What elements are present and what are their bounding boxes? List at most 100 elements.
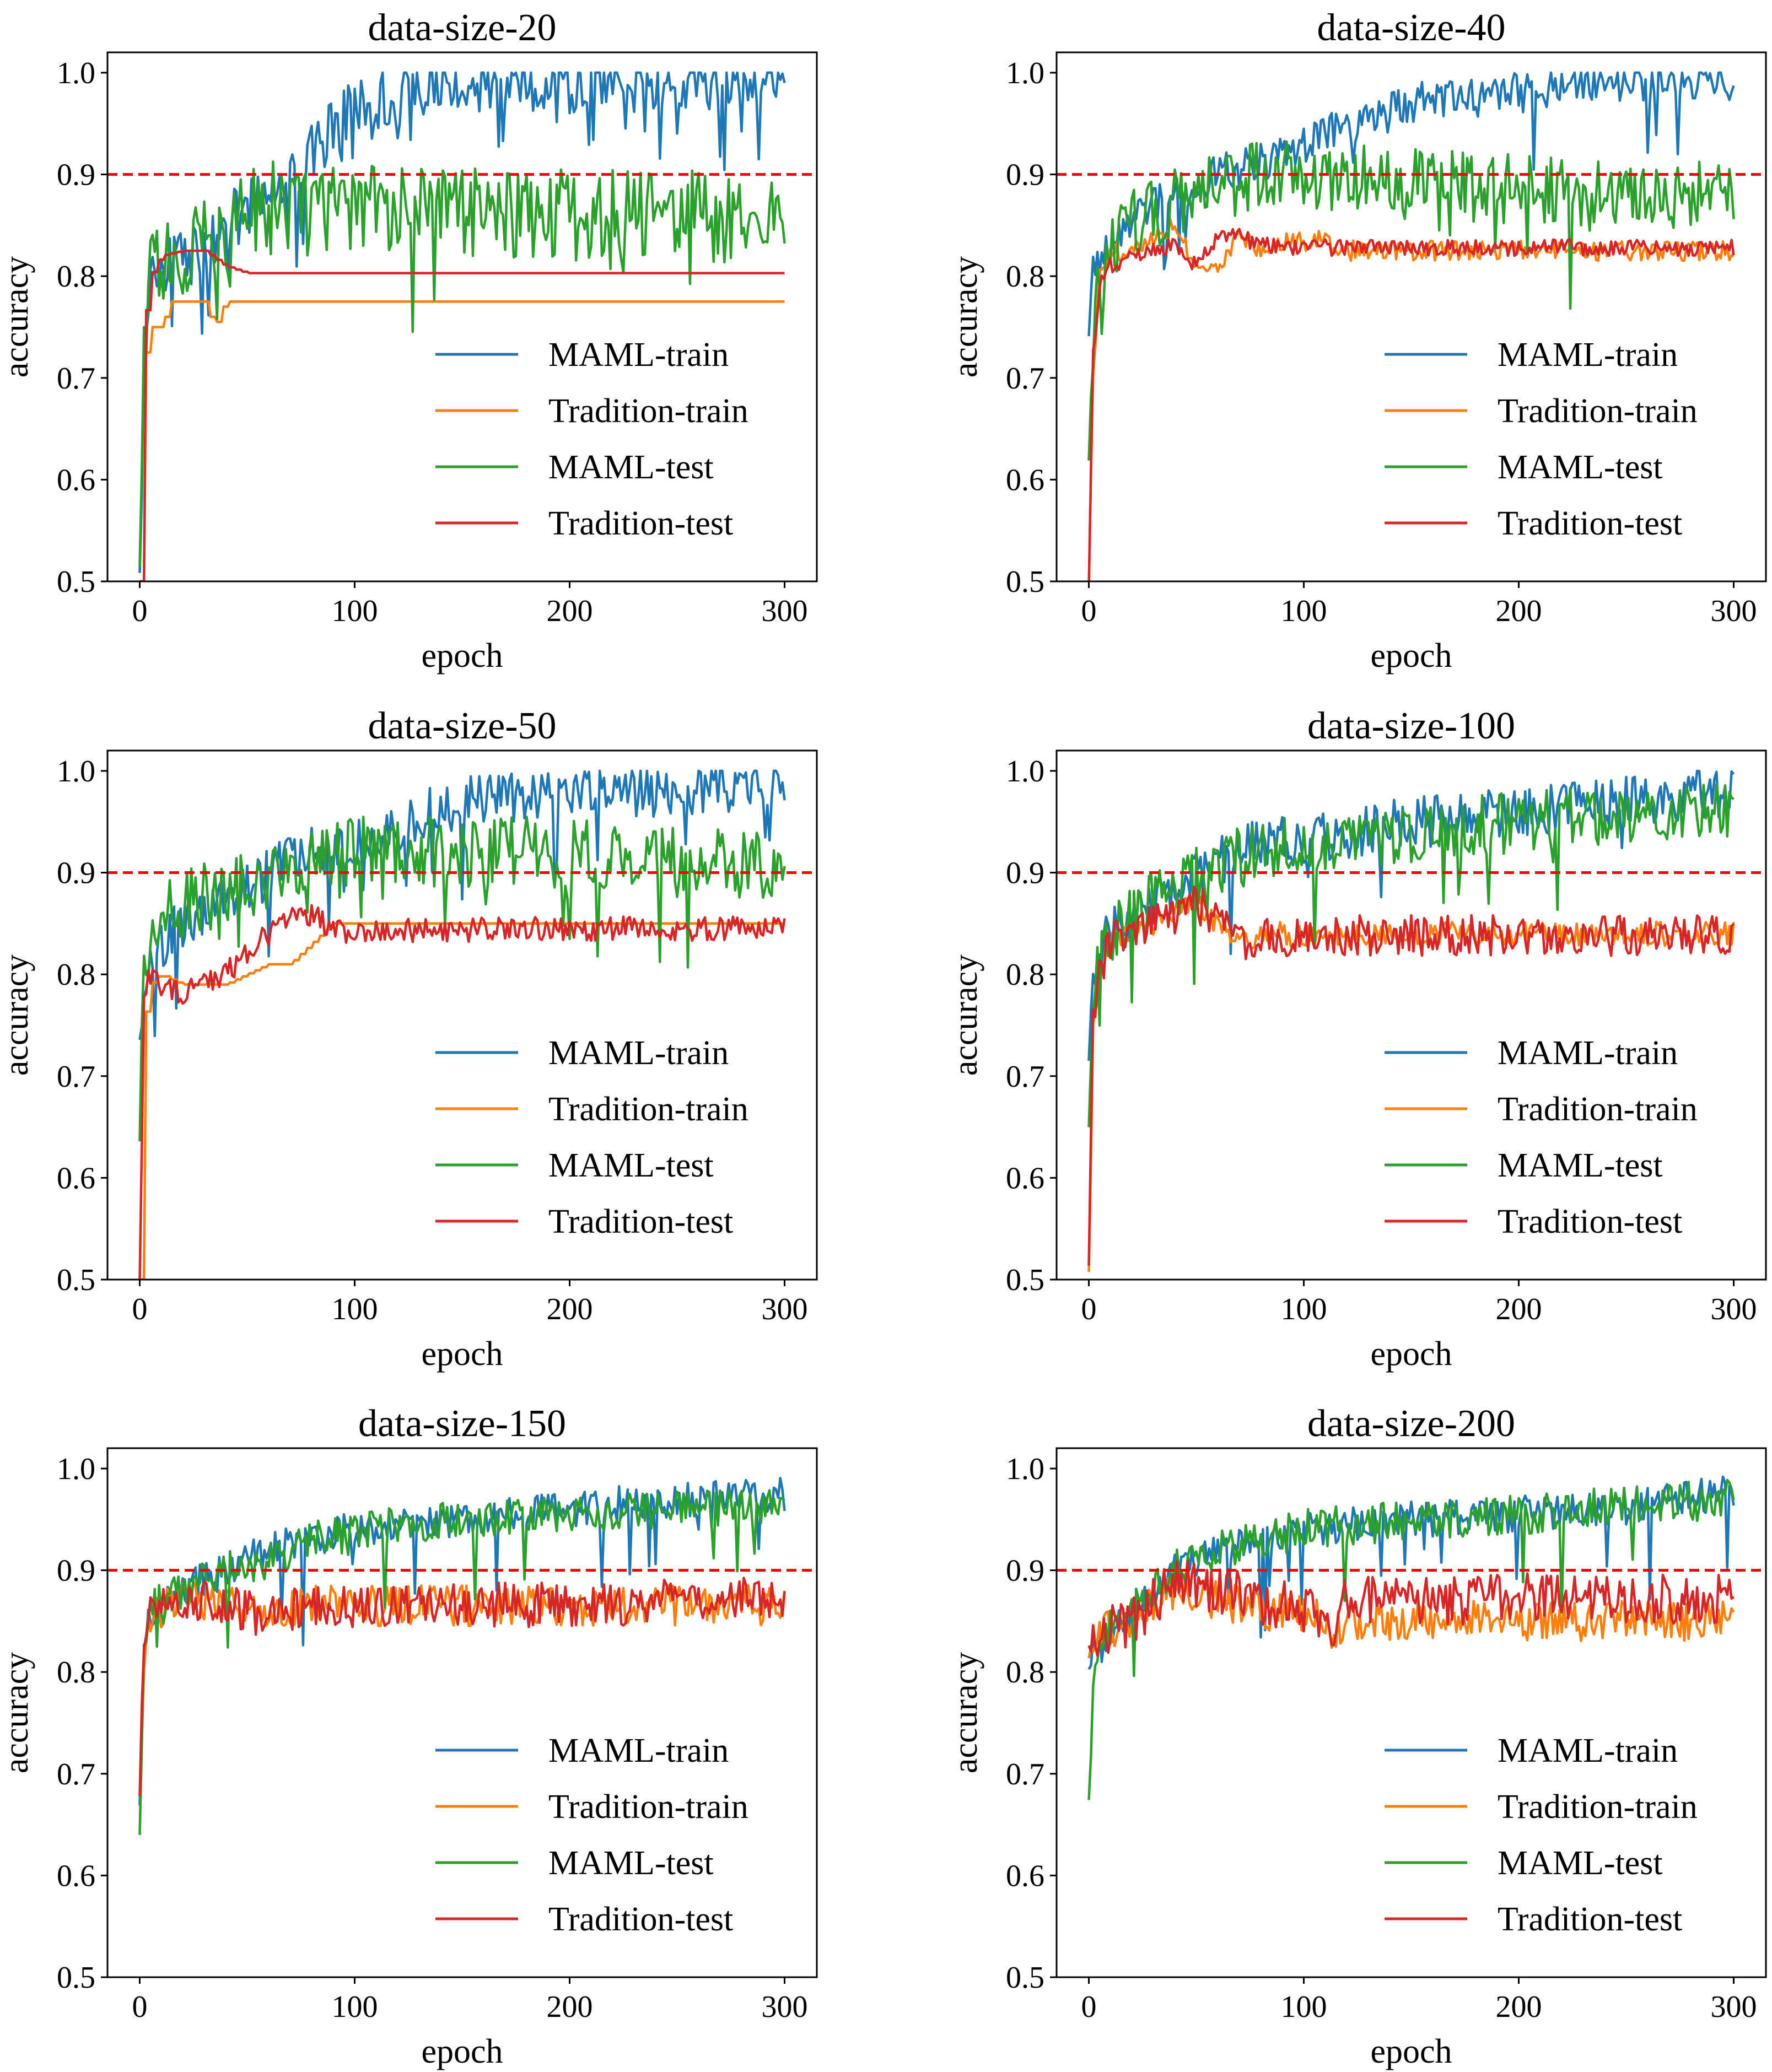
- legend-label: MAML-train: [1498, 336, 1678, 374]
- series-line-tradition-train: [139, 300, 785, 581]
- y-axis-label: accuracy: [0, 1652, 35, 1773]
- y-tick-label: 0.8: [57, 1655, 95, 1690]
- y-axis-label: accuracy: [947, 954, 984, 1076]
- y-tick-label: 0.5: [57, 1961, 95, 1995]
- series-line-maml-test: [1087, 1479, 1735, 1800]
- y-tick-label: 1.0: [57, 56, 95, 90]
- series-line-tradition-test: [138, 1577, 786, 1796]
- series-group: [1087, 1475, 1735, 1800]
- series-line-maml-test: [138, 816, 786, 1142]
- axes-frame: [1055, 749, 1767, 1281]
- y-tick-label: 0.5: [57, 565, 95, 599]
- y-tick-label: 0.6: [57, 1161, 95, 1195]
- y-tick-label: 0.8: [1006, 1655, 1044, 1690]
- x-tick-label: 0: [1081, 1990, 1097, 2024]
- series-line-maml-test: [138, 1489, 785, 1835]
- legend-label: Tradition-train: [548, 392, 748, 430]
- y-axis-label: accuracy: [0, 954, 35, 1076]
- chart-title: data-size-150: [358, 1402, 566, 1445]
- legend-label: Tradition-test: [1498, 1203, 1682, 1240]
- y-tick-label: 0.6: [57, 463, 95, 497]
- legend-label: Tradition-test: [548, 1901, 733, 1938]
- x-tick-label: 0: [132, 1990, 148, 2024]
- legend-label: MAML-train: [1498, 1034, 1678, 1072]
- chart-title: data-size-50: [368, 705, 556, 747]
- y-tick-label: 0.5: [1006, 1961, 1044, 1995]
- y-axis-label: accuracy: [947, 256, 984, 377]
- legend-label: Tradition-test: [548, 1203, 733, 1240]
- x-axis-label: epoch: [1370, 2033, 1452, 2070]
- axes-frame: [1055, 51, 1767, 582]
- legend-label: MAML-test: [1498, 449, 1663, 486]
- series-line-maml-test: [138, 160, 786, 566]
- y-tick-label: 0.9: [1006, 158, 1044, 192]
- series-line-maml-train: [138, 1477, 786, 1806]
- series-group: [138, 1477, 786, 1835]
- axes-frame: [106, 51, 818, 582]
- y-tick-label: 1.0: [57, 1452, 95, 1486]
- x-tick-label: 100: [332, 1292, 378, 1326]
- y-tick-label: 1.0: [1006, 56, 1044, 90]
- legend-label: Tradition-train: [1498, 392, 1698, 430]
- series-line-tradition-test: [1087, 1560, 1735, 1657]
- x-tick-label: 200: [547, 594, 593, 628]
- series-line-maml-train: [138, 769, 786, 1040]
- subplot-1: data-size-20 0 100 200 300 0.5 0.6 0.7 0.8 0.9 1.0…: [0, 7, 818, 675]
- axes-frame: [106, 1447, 818, 1978]
- y-tick-label: 1.0: [1006, 754, 1044, 789]
- x-axis-label: epoch: [421, 2033, 503, 2070]
- y-tick-label: 0.6: [1006, 1859, 1044, 1893]
- y-tick-label: 0.6: [1006, 1161, 1044, 1195]
- y-tick-label: 0.6: [57, 1859, 95, 1893]
- x-tick-label: 200: [547, 1292, 593, 1326]
- legend-label: MAML-test: [1498, 1147, 1663, 1184]
- legend-label: MAML-test: [548, 449, 714, 486]
- y-tick-label: 0.9: [57, 158, 95, 192]
- subplot-6: data-size-200 0 100 200 300 0.5 0.6 0.7 0.8 0.9 1.…: [947, 1402, 1767, 2070]
- x-tick-label: 100: [1281, 1990, 1327, 2024]
- y-tick-label: 0.8: [57, 260, 95, 294]
- x-tick-label: 100: [1281, 594, 1327, 628]
- y-tick-label: 0.9: [1006, 856, 1044, 891]
- series-line-maml-test: [1087, 783, 1735, 1127]
- x-axis-label: epoch: [1370, 1335, 1452, 1373]
- x-tick-label: 300: [1711, 1292, 1757, 1326]
- chart-title: data-size-40: [1317, 7, 1505, 49]
- chart-title: data-size-20: [368, 7, 556, 49]
- series-line-maml-test: [1087, 140, 1735, 461]
- y-tick-label: 0.5: [1006, 565, 1044, 599]
- series-line-tradition-test: [1087, 228, 1735, 581]
- y-tick-label: 0.5: [1006, 1263, 1044, 1297]
- axes-frame: [106, 749, 818, 1281]
- y-tick-label: 0.7: [57, 1757, 95, 1792]
- y-tick-label: 0.5: [57, 1263, 95, 1297]
- series-line-tradition-test: [1087, 886, 1735, 1266]
- x-tick-label: 300: [1711, 594, 1757, 628]
- series-line-maml-train: [138, 71, 786, 573]
- x-tick-label: 0: [1081, 594, 1097, 628]
- legend-label: MAML-test: [548, 1844, 714, 1882]
- series-line-tradition-test: [139, 249, 785, 581]
- series-group: [138, 71, 786, 581]
- x-tick-label: 300: [762, 1990, 808, 2024]
- y-tick-label: 0.7: [1006, 361, 1044, 396]
- x-tick-label: 200: [1496, 594, 1542, 628]
- x-axis-label: epoch: [421, 637, 503, 675]
- x-tick-label: 300: [762, 1292, 808, 1326]
- y-tick-label: 0.9: [1006, 1554, 1044, 1588]
- y-tick-label: 0.8: [57, 958, 95, 992]
- y-tick-label: 1.0: [57, 754, 95, 789]
- y-tick-label: 0.8: [1006, 958, 1044, 992]
- subplot-2: data-size-40 0 100 200 300 0.5 0.6 0.7 0.8 0.9 1.0…: [947, 7, 1767, 675]
- legend-label: MAML-test: [1498, 1844, 1663, 1882]
- series-line-tradition-test: [138, 904, 786, 1280]
- series-group: [1087, 71, 1735, 581]
- x-tick-label: 200: [1496, 1990, 1542, 2024]
- legend-label: Tradition-train: [548, 1788, 748, 1826]
- x-tick-label: 0: [132, 1292, 148, 1326]
- x-axis-label: epoch: [421, 1335, 503, 1373]
- legend-label: Tradition-train: [1498, 1091, 1698, 1128]
- legend-label: MAML-train: [548, 1034, 729, 1072]
- series-line-maml-train: [1087, 1475, 1735, 1670]
